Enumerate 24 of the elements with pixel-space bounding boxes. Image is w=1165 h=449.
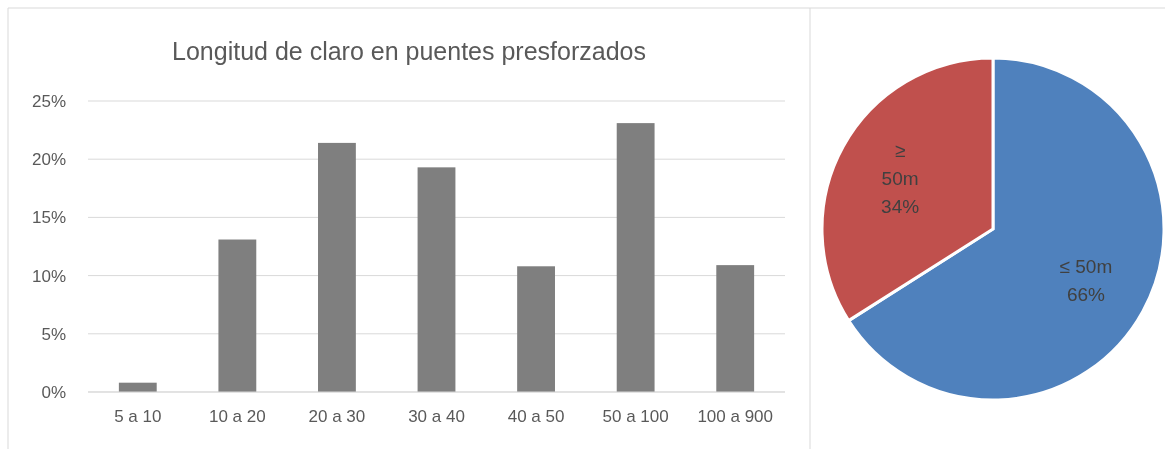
slice-label: ≥ 50m xyxy=(881,139,919,189)
bar xyxy=(318,142,356,392)
slice-label: ≤ 50m xyxy=(1059,255,1113,277)
y-tick-label: 5% xyxy=(41,324,66,344)
y-tick-label: 0% xyxy=(41,382,66,402)
x-tick-label: 20 a 30 xyxy=(308,407,366,426)
bar xyxy=(417,167,456,392)
bar xyxy=(716,265,755,392)
data-label: 34% xyxy=(881,195,920,217)
bar xyxy=(218,239,257,392)
y-tick-label: 25% xyxy=(31,91,66,111)
x-tick-label: 100 a 900 xyxy=(697,407,774,426)
x-tick-label: 10 a 20 xyxy=(208,407,266,426)
y-tick-label: 20% xyxy=(31,150,66,170)
x-tick-label: 50 a 100 xyxy=(602,407,669,426)
x-tick-label: 30 a 40 xyxy=(408,407,465,426)
x-tick-label: 40 a 50 xyxy=(507,407,565,426)
y-tick-label: 10% xyxy=(31,266,66,286)
x-tick-label: 5 a 10 xyxy=(114,407,162,426)
chart-title: Longitud de claro en puentes presforzados xyxy=(172,37,646,65)
bar xyxy=(616,123,655,392)
bar xyxy=(517,266,555,392)
data-label: 66% xyxy=(1066,283,1106,305)
y-tick-label: 15% xyxy=(31,208,66,228)
